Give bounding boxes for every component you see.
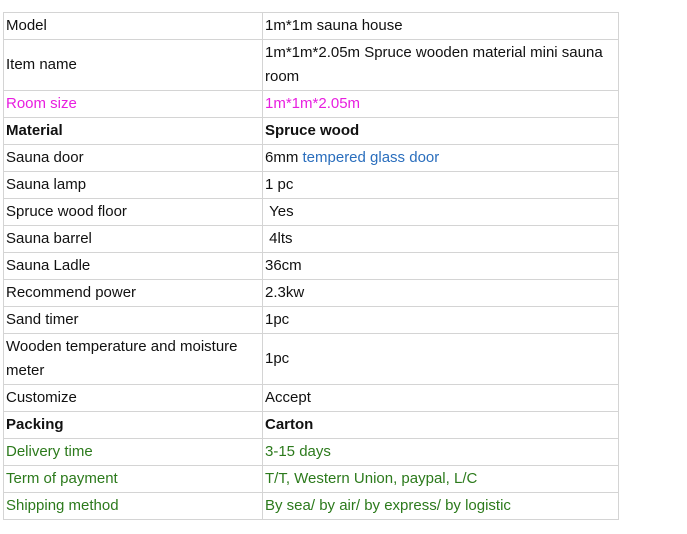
spec-label: Spruce wood floor [3,198,263,226]
spec-value: 1m*1m*2.05m Spruce wooden material mini … [262,39,619,91]
spec-value-text: 1m*1m*2.05m Spruce wooden material mini … [265,44,607,85]
spec-value: By sea/ by air/ by express/ by logistic [262,492,619,520]
spec-value-link: tempered glass door [302,149,440,166]
spec-value: 4lts [262,225,619,253]
table-row: Delivery time 3-15 days [3,438,619,466]
table-row: Model 1m*1m sauna house [3,12,619,40]
table-row: Spruce wood floor Yes [3,198,619,226]
spec-value-text: 1pc [265,311,290,328]
spec-value: 1 pc [262,171,619,199]
spec-label: Model [3,12,263,40]
spec-value-text: 36cm [265,257,302,274]
spec-value-text: Accept [265,389,311,406]
spec-value: Spruce wood [262,117,619,145]
spec-value-text: Carton [265,416,314,433]
table-row: Sauna Ladle 36cm [3,252,619,280]
spec-value-text: 3-15 days [265,443,331,460]
table-row: Customize Accept [3,384,619,412]
spec-value: Yes [262,198,619,226]
spec-value-text: 2.3kw [265,284,305,301]
spec-value: 2.3kw [262,279,619,307]
spec-value-text: 1m*1m sauna house [265,17,403,34]
table-row: Sauna door 6mm tempered glass door [3,144,619,172]
spec-value-text: T/T, Western Union, paypal, L/C [265,470,478,487]
table-row: Sauna barrel 4lts [3,225,619,253]
table-row: Sauna lamp 1 pc [3,171,619,199]
spec-label: Material [3,117,263,145]
spec-value-text: 1m*1m*2.05m [265,95,361,112]
product-spec-table: Model 1m*1m sauna house Item name 1m*1m*2.0… [3,12,619,520]
spec-value-text: 1 pc [265,176,294,193]
spec-value-text: Spruce wood [265,122,360,139]
spec-value: 36cm [262,252,619,280]
spec-label: Delivery time [3,438,263,466]
spec-value: 1pc [262,333,619,385]
spec-value: Carton [262,411,619,439]
spec-value: 1m*1m sauna house [262,12,619,40]
table-row: Wooden temperature and moisture meter 1pc [3,333,619,385]
spec-value: Accept [262,384,619,412]
spec-label: Customize [3,384,263,412]
spec-value-text: By sea/ by air/ by express/ by logistic [265,497,511,514]
spec-label: Packing [3,411,263,439]
spec-label: Room size [3,90,263,118]
spec-label: Sauna door [3,144,263,172]
table-row: Shipping method By sea/ by air/ by expres… [3,492,619,520]
spec-label: Wooden temperature and moisture meter [3,333,263,385]
spec-label: Sauna lamp [3,171,263,199]
spec-label: Sauna barrel [3,225,263,253]
spec-label: Sauna Ladle [3,252,263,280]
spec-value: 3-15 days [262,438,619,466]
table-row: Recommend power 2.3kw [3,279,619,307]
spec-value: 1m*1m*2.05m [262,90,619,118]
spec-value-text: 1pc [265,350,290,367]
table-row: Room size 1m*1m*2.05m [3,90,619,118]
table-row: Sand timer 1pc [3,306,619,334]
spec-value-text: 4lts [265,230,293,247]
table-row: Item name 1m*1m*2.05m Spruce wooden mater… [3,39,619,91]
spec-value: 6mm tempered glass door [262,144,619,172]
spec-label: Term of payment [3,465,263,493]
spec-value: 1pc [262,306,619,334]
table-row: Packing Carton [3,411,619,439]
spec-label: Sand timer [3,306,263,334]
spec-value-text: 6mm [265,149,303,166]
table-row: Material Spruce wood [3,117,619,145]
table-row: Term of payment T/T, Western Union, paypa… [3,465,619,493]
spec-label: Item name [3,39,263,91]
spec-value-text: Yes [265,203,294,220]
spec-value: T/T, Western Union, paypal, L/C [262,465,619,493]
spec-label: Recommend power [3,279,263,307]
spec-label: Shipping method [3,492,263,520]
